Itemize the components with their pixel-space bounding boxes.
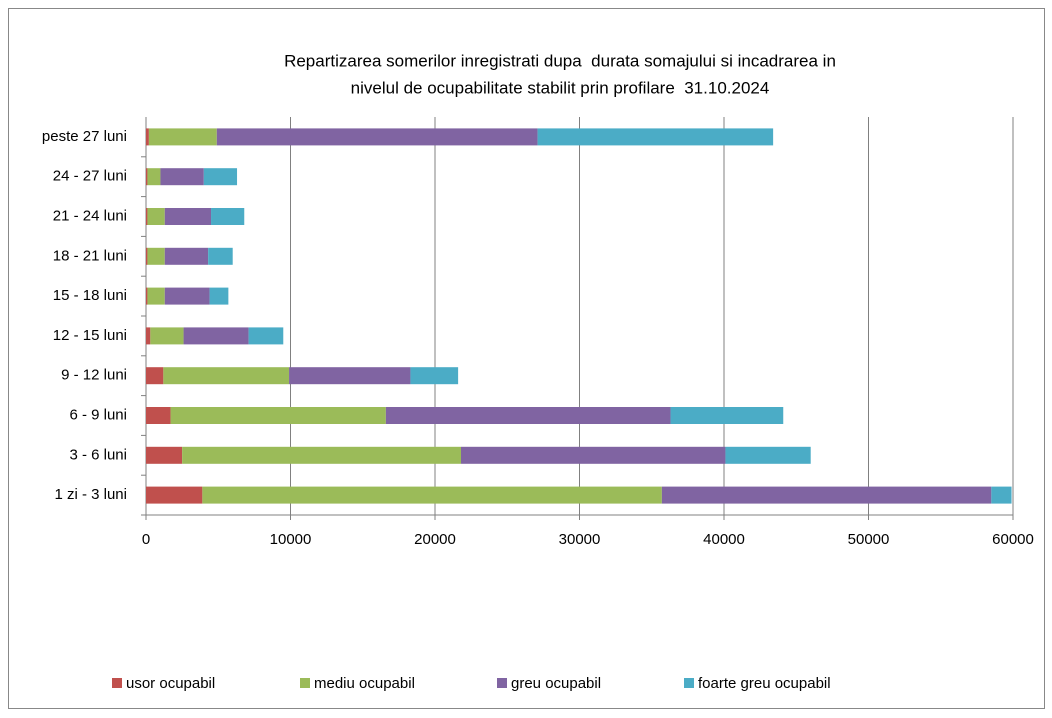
bar-segment	[182, 446, 462, 464]
y-tick-label: 12 - 15 luni	[53, 327, 127, 344]
bar-segment	[461, 446, 726, 464]
y-tick-label: 18 - 21 luni	[53, 247, 127, 264]
legend-label: greu ocupabil	[511, 675, 601, 692]
bar-segment	[146, 407, 171, 424]
bar-segment	[164, 287, 210, 305]
bar-segment	[183, 327, 249, 345]
bar-segment	[670, 407, 784, 424]
bar-segment	[146, 128, 149, 146]
bar-segment	[147, 208, 165, 225]
legend-swatch	[300, 678, 310, 688]
x-tick-label: 0	[142, 531, 150, 548]
bar-segment	[216, 128, 538, 146]
y-tick-label: 15 - 18 luni	[53, 287, 127, 304]
x-tick-label: 20000	[414, 531, 456, 548]
bar-segment	[147, 247, 165, 265]
y-tick-label: 6 - 9 luni	[69, 406, 127, 423]
y-tick-label: 24 - 27 luni	[53, 168, 127, 185]
bar-segment	[146, 327, 151, 345]
bar-segment	[163, 367, 290, 385]
bar-segment	[146, 446, 183, 464]
x-tick-label: 40000	[703, 531, 745, 548]
y-tick-label: 9 - 12 luni	[61, 367, 127, 384]
bar-segment	[150, 327, 184, 345]
bar-segment	[209, 287, 229, 305]
chart-title: nivelul de ocupabilitate stabilit prin p…	[351, 78, 770, 97]
y-tick-label: 21 - 24 luni	[53, 207, 127, 224]
bar-segment	[208, 247, 233, 265]
legend-swatch	[497, 678, 507, 688]
bar-segment	[211, 208, 245, 225]
bar-segment	[203, 168, 238, 186]
bar-segment	[202, 486, 662, 504]
x-tick-label: 10000	[270, 531, 312, 548]
bar-segment	[164, 208, 212, 225]
bar-segment	[146, 367, 164, 385]
x-tick-label: 50000	[848, 531, 890, 548]
chart-title: Repartizarea somerilor inregistrati dupa…	[284, 51, 836, 70]
bar-segment	[146, 247, 148, 265]
bar-segment	[410, 367, 459, 385]
bar-segment	[537, 128, 774, 146]
bar-segment	[147, 168, 161, 186]
bar-segment	[289, 367, 411, 385]
chart-frame	[8, 8, 1045, 709]
bar-segment	[146, 168, 148, 186]
y-tick-label: 3 - 6 luni	[69, 446, 127, 463]
legend-label: foarte greu ocupabil	[698, 675, 831, 692]
legend-label: mediu ocupabil	[314, 675, 415, 692]
x-tick-label: 60000	[992, 531, 1034, 548]
y-tick-label: peste 27 luni	[42, 128, 127, 145]
bar-segment	[146, 486, 203, 504]
bar-segment	[160, 168, 204, 186]
legend-swatch	[684, 678, 694, 688]
bar-segment	[661, 486, 992, 504]
bar-segment	[248, 327, 284, 345]
y-tick-label: 1 zi - 3 luni	[54, 486, 127, 503]
bar-segment	[170, 407, 386, 424]
bar-segment	[146, 208, 148, 225]
x-tick-label: 30000	[559, 531, 601, 548]
bar-segment	[725, 446, 811, 464]
bar-segment	[147, 287, 165, 305]
legend-label: usor ocupabil	[126, 675, 215, 692]
bar-segment	[164, 247, 209, 265]
bar-segment	[385, 407, 671, 424]
bar-segment	[991, 486, 1012, 504]
bar-segment	[146, 287, 148, 305]
legend-swatch	[112, 678, 122, 688]
bar-segment	[148, 128, 217, 146]
